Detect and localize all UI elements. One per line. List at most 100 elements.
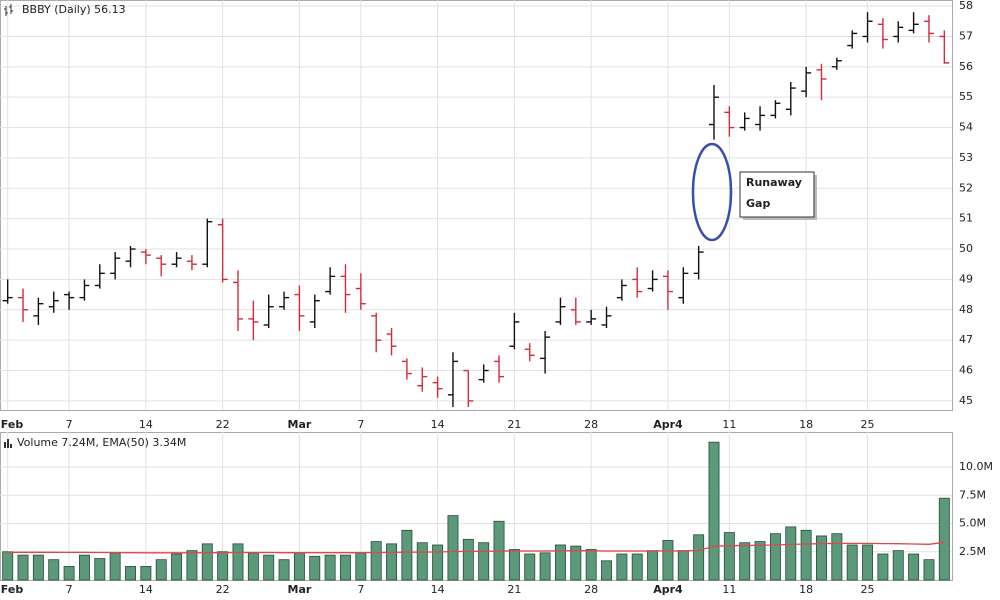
ohlc-bar [64,291,75,310]
volume-bar [125,566,136,581]
y-tick-label: 45 [959,394,973,407]
ohlc-bar [494,355,505,383]
volume-bar [892,550,904,581]
volume-bar [94,558,106,581]
volume-bar [401,529,413,581]
volume-bar [478,542,490,581]
ohlc-bar [647,270,658,292]
x-tick-label: 11 [722,583,736,596]
y-tick-label: 2.5M [959,545,986,558]
annotation-text: Gap [746,197,770,210]
volume-bar [386,543,398,581]
volume-bar [739,542,751,581]
ohlc-bar [632,267,643,298]
volume-bar [171,553,183,581]
volume-bar [800,529,812,581]
x-tick-label: 28 [584,583,598,596]
volume-bar [647,550,659,581]
ohlc-bar [186,255,197,271]
ohlc-bar [755,106,766,131]
y-tick-label: 47 [959,333,973,346]
volume-bar [554,544,566,581]
ohlc-bar [79,279,90,301]
ohlc-bar [616,279,627,301]
ohlc-bar [770,100,781,119]
x-tick-label: Mar [288,583,312,596]
volume-bar [355,552,367,581]
volume-bar [416,542,428,581]
ohlc-bar [233,270,243,332]
volume-bar [601,560,612,581]
chart-title: BBBY (Daily) 56.13 [22,3,126,16]
volume-bar [78,554,90,581]
y-tick-label: 10.0M [959,460,993,473]
ohlc-bar [478,364,489,383]
x-tick-label: 11 [722,418,736,431]
volume-icon [4,439,12,448]
volume-bar [48,559,60,581]
ohlc-bar [816,63,827,101]
ohlc-bar [939,30,950,64]
ohlc-bar [877,18,888,49]
x-tick-label: 7 [357,418,364,431]
volume-bar [247,552,259,581]
volume-bar [293,552,305,581]
x-tick-label: 14 [431,418,445,431]
volume-bar [877,553,889,581]
ohlc-bar [340,264,351,313]
x-tick-label: Mar [288,418,312,431]
ohlc-bar [417,367,428,392]
x-tick-label: 7 [66,583,73,596]
volume-bar [923,559,935,581]
x-tick-label: 14 [431,583,445,596]
ohlc-bar [923,15,934,43]
ohlc-bar [386,328,397,356]
volume-bar [539,552,551,581]
ohlc-bar [156,255,167,277]
ohlc-bar [309,294,320,328]
x-tick-label: 14 [139,418,153,431]
volume-bar [862,544,874,581]
x-tick-label: 7 [357,583,364,596]
y-tick-label: 55 [959,90,973,103]
volume-bar [662,540,674,581]
ohlc-bar [463,369,474,407]
volume-bar [263,554,275,581]
volume-bar [616,553,628,581]
ohlc-bar [570,297,581,325]
ohlc-bar [509,312,520,350]
y-tick-label: 56 [959,60,973,73]
ohlc-bar [739,112,750,131]
legend-icon [4,4,13,16]
y-tick-label: 54 [959,121,973,134]
ohlc-bar [524,343,535,362]
volume-bar [155,559,167,581]
x-tick-label: 21 [507,583,521,596]
x-tick-label: 25 [861,583,875,596]
ema-line [7,541,945,554]
volume-bar [217,551,229,581]
x-tick-label: 25 [861,418,875,431]
ohlc-bar [110,252,121,280]
volume-bar [677,550,689,581]
y-tick-label: 5.0M [959,517,986,530]
volume-bar [816,535,827,581]
volume-bar [754,541,766,581]
volume-bar [186,550,198,581]
x-tick-label: 21 [507,418,521,431]
x-tick-label: 22 [216,583,230,596]
ohlc-bar [862,12,873,43]
ohlc-bar [263,294,274,328]
volume-bar [309,555,321,581]
ohlc-bar [678,267,689,304]
volume-bar [370,541,382,581]
volume-bar [462,538,474,581]
ohlc-bar [140,249,151,265]
y-tick-label: 58 [959,0,973,12]
ohlc-bar [586,309,597,325]
ohlc-bar [18,288,29,322]
y-tick-label: 46 [959,364,973,377]
y-tick-label: 51 [959,212,973,225]
volume-bar [524,553,536,581]
